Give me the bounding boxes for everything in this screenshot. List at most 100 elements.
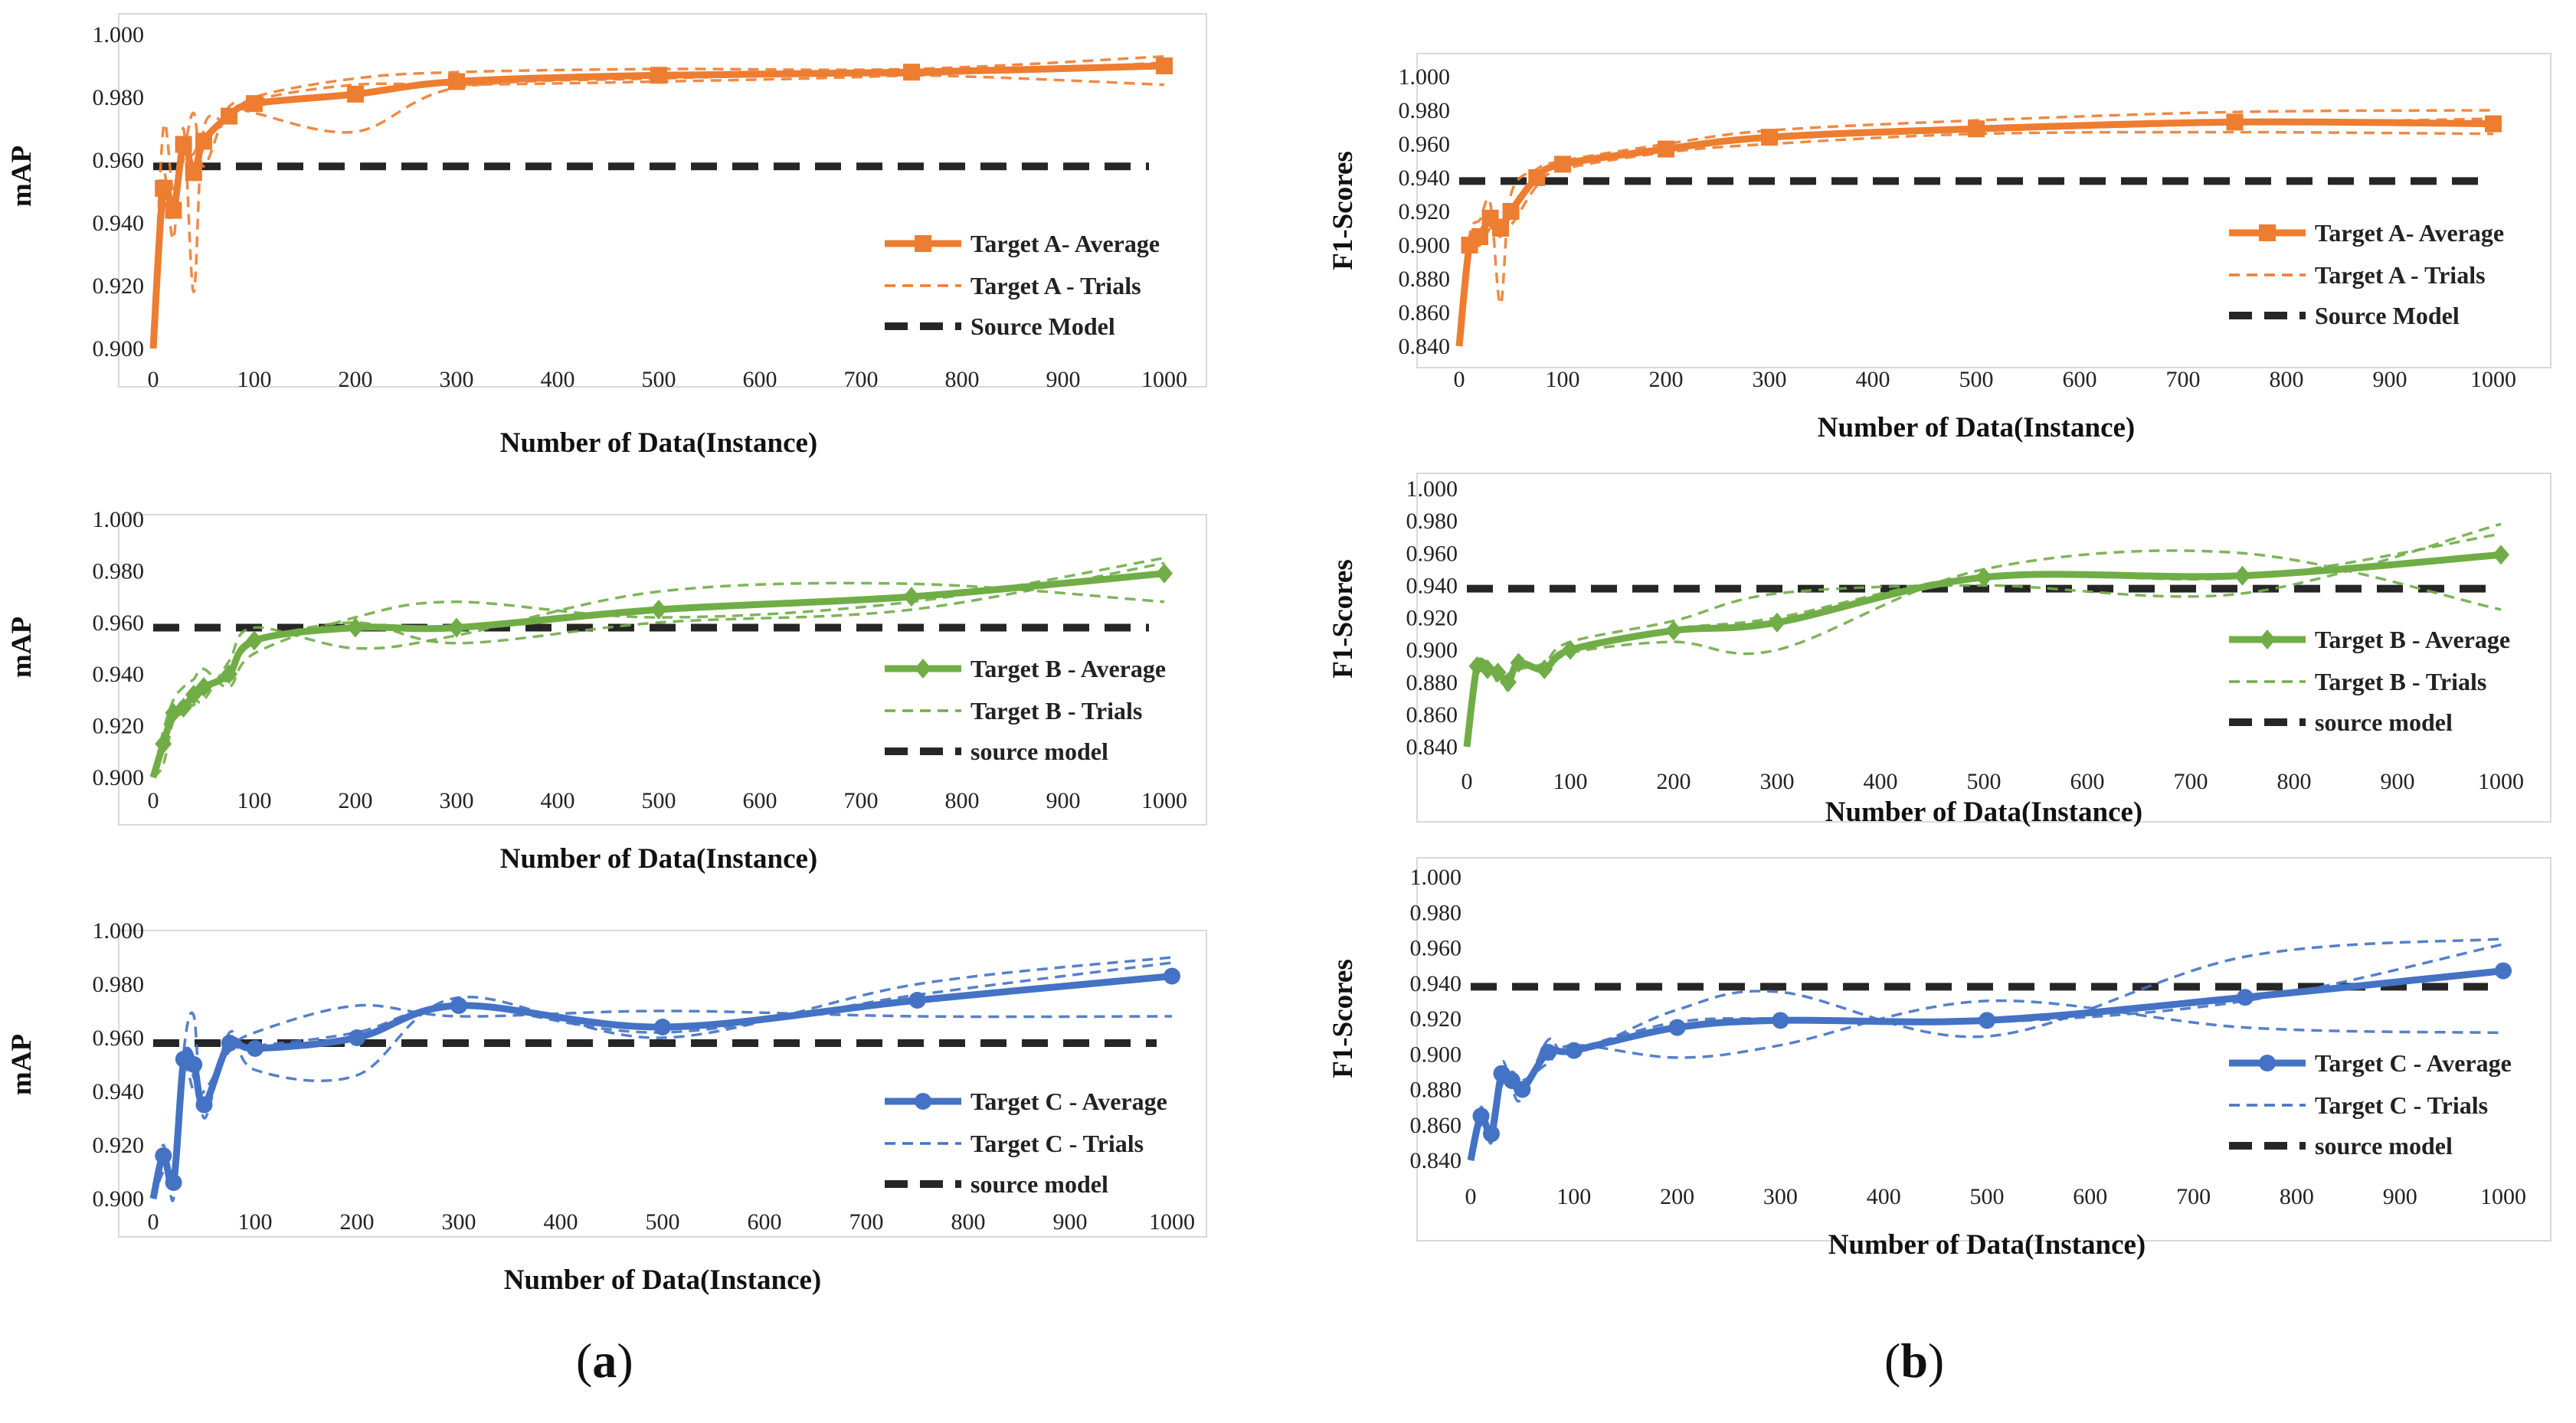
data-point (650, 67, 667, 84)
y-tick-label: 0.960 (1406, 541, 1458, 566)
data-point (246, 630, 263, 651)
data-point (349, 1029, 365, 1046)
x-tick-label: 900 (2373, 367, 2407, 392)
y-tick-label: 0.960 (1399, 132, 1451, 157)
chart-frame (118, 13, 1207, 388)
panel-label-a: (a) (576, 1333, 633, 1388)
data-point (165, 201, 182, 219)
legend-label-source: source model (2315, 708, 2453, 736)
x-tick-label: 100 (237, 788, 272, 813)
data-point (155, 734, 172, 754)
x-tick-label: 600 (2063, 367, 2097, 392)
x-tick-label: 400 (544, 1209, 578, 1235)
x-tick-label: 800 (951, 1209, 986, 1235)
x-tick-label: 700 (2166, 367, 2201, 392)
data-point (246, 95, 263, 113)
data-point (1471, 228, 1488, 245)
x-tick-label: 200 (1649, 367, 1684, 392)
x-tick-label: 800 (2277, 769, 2312, 794)
x-tick-label: 600 (743, 367, 777, 392)
data-point (1472, 1107, 1490, 1125)
x-tick-label: 300 (1763, 1184, 1798, 1209)
panel-label-b: (b) (1884, 1333, 1945, 1388)
data-point (195, 1096, 213, 1114)
y-axis-title: F1-Scores (1327, 559, 1359, 679)
legend-label-average: Target C - Average (971, 1088, 1167, 1115)
x-tick-label: 0 (148, 1209, 159, 1235)
legend: Target C - Average Target C - Trials sourc… (885, 1088, 1167, 1198)
data-point (1968, 120, 1985, 138)
x-tick-label: 100 (238, 1209, 273, 1235)
y-tick-label: 0.880 (1406, 670, 1458, 695)
data-point (1540, 1043, 1557, 1061)
data-point (221, 664, 237, 685)
y-tick-label: 0.920 (1399, 199, 1451, 224)
chart-b-mid: 0.840 0.860 0.880 0.900 0.920 0.940 0.960 0.980… (1327, 473, 2551, 828)
x-tick-label: 200 (339, 367, 373, 392)
y-axis-title: mAP (6, 617, 38, 678)
x-tick-label: 400 (541, 788, 575, 813)
x-tick-label: 100 (1553, 769, 1588, 794)
x-tick-label: 800 (2270, 367, 2304, 392)
average-line (149, 62, 1165, 349)
legend-label-trials: Target A - Trials (971, 272, 1141, 299)
y-axis-title: mAP (6, 1034, 38, 1095)
data-point (1528, 169, 1546, 186)
data-point (1500, 672, 1517, 692)
legend-marker (915, 235, 931, 252)
data-point (185, 164, 202, 182)
trial-line (152, 956, 1173, 1202)
y-tick-label: 0.980 (1410, 900, 1462, 925)
data-point (1502, 203, 1520, 220)
x-tick-label: 100 (1546, 367, 1580, 392)
x-tick-label: 0 (148, 788, 159, 813)
chart-a-bot: 0.900 0.920 0.940 0.960 0.980 1.000 0 100 200 300… (6, 918, 1207, 1296)
data-point (2485, 115, 2502, 132)
legend-marker (915, 1093, 931, 1110)
x-tick-label: 1000 (1149, 1209, 1195, 1235)
legend: Target A- Average Target A - Trials Source… (2229, 219, 2504, 329)
x-tick-label: 1000 (2480, 1184, 2526, 1209)
x-tick-label: 900 (1046, 367, 1081, 392)
x-tick-label: 400 (1864, 769, 1898, 794)
legend: Target B - Average Target B - Trials sourc… (2229, 626, 2510, 736)
data-point (2226, 113, 2244, 131)
legend-label-trials: Target B - Trials (971, 697, 1142, 725)
legend-label-average: Target A- Average (971, 230, 1160, 257)
legend: Target C - Average Target C - Trials sourc… (2229, 1049, 2512, 1160)
data-point (1772, 1012, 1789, 1029)
data-point (347, 85, 364, 103)
x-tick-label: 800 (945, 367, 980, 392)
x-tick-label: 0 (1461, 769, 1473, 794)
y-tick-label: 0.940 (93, 1079, 145, 1104)
y-tick-label: 0.860 (1410, 1113, 1462, 1138)
y-tick-label: 0.980 (93, 85, 145, 110)
legend-label-trials: Target B - Trials (2315, 668, 2486, 695)
data-point (1156, 563, 1173, 584)
data-point (195, 132, 212, 150)
y-tick-label: 0.880 (1410, 1078, 1462, 1103)
y-tick-label: 0.840 (1399, 334, 1451, 359)
data-point (903, 587, 920, 607)
y-tick-label: 0.980 (1399, 98, 1451, 123)
y-tick-label: 1.000 (1399, 64, 1451, 90)
y-axis-title: mAP (6, 146, 38, 207)
x-tick-label: 500 (642, 367, 676, 392)
x-tick-label: 900 (2381, 769, 2415, 794)
data-point (2493, 545, 2509, 565)
x-tick-label: 300 (440, 367, 474, 392)
x-tick-label: 500 (1967, 769, 2002, 794)
y-tick-label: 0.900 (1410, 1042, 1462, 1067)
x-tick-label: 300 (442, 1209, 476, 1235)
data-point (1769, 612, 1786, 633)
data-point (903, 64, 920, 81)
y-axis-title: F1-Scores (1327, 959, 1359, 1078)
data-point (448, 73, 465, 90)
data-point (195, 677, 212, 698)
x-axis-title: Number of Data(Instance) (504, 1264, 822, 1296)
x-axis-title: Number of Data(Instance) (500, 843, 818, 875)
x-tick-label: 200 (1660, 1184, 1694, 1209)
x-tick-label: 200 (339, 788, 373, 813)
legend-label-average: Target A- Average (2315, 219, 2504, 247)
